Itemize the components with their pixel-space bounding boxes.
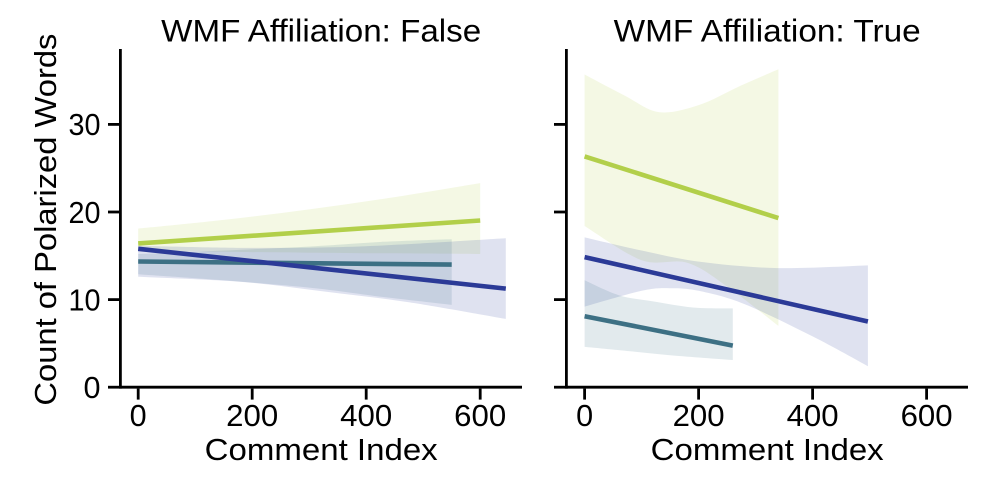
svg-text:Comment Index: Comment Index (205, 433, 438, 467)
svg-text:200: 200 (673, 399, 725, 433)
svg-text:30: 30 (69, 108, 101, 142)
svg-text:0: 0 (576, 399, 593, 433)
svg-text:0: 0 (84, 371, 101, 405)
svg-text:0: 0 (130, 399, 147, 433)
svg-text:Count of Polarized Words: Count of Polarized Words (29, 34, 63, 406)
svg-text:400: 400 (340, 399, 392, 433)
svg-text:Comment Index: Comment Index (651, 433, 884, 467)
svg-text:600: 600 (901, 399, 953, 433)
svg-text:WMF Affiliation: False: WMF Affiliation: False (161, 13, 481, 49)
svg-text:10: 10 (69, 283, 101, 317)
svg-text:600: 600 (454, 399, 506, 433)
svg-text:WMF Affiliation: True: WMF Affiliation: True (614, 13, 921, 49)
svg-text:200: 200 (226, 399, 278, 433)
svg-text:400: 400 (787, 399, 839, 433)
svg-text:20: 20 (69, 196, 101, 230)
